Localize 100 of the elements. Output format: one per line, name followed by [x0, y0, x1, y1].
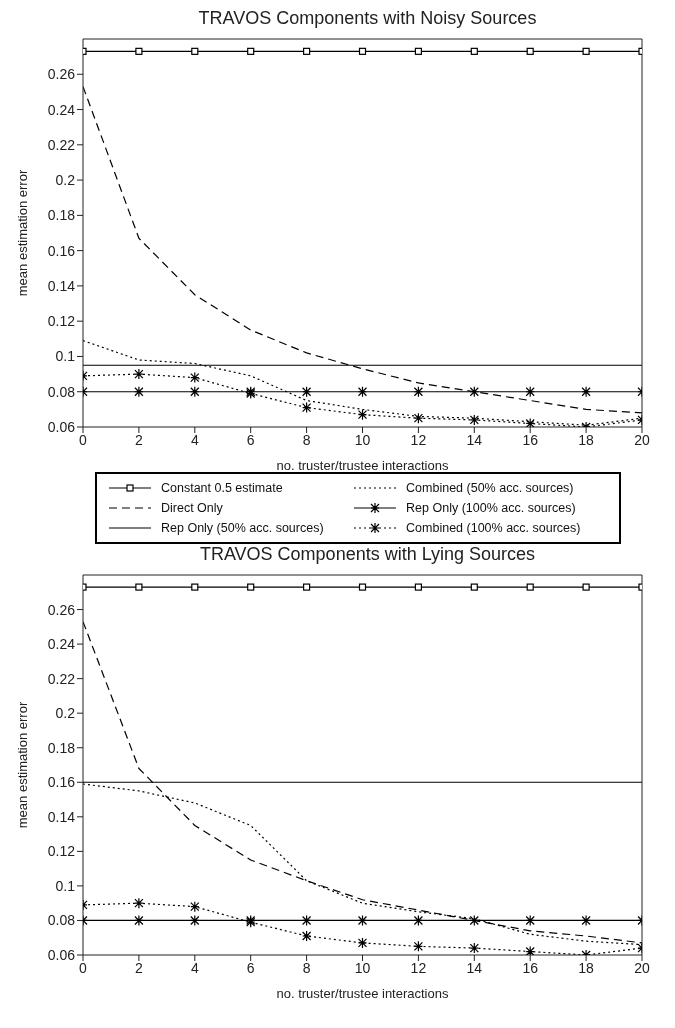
- y-tick-label: 0.08: [47, 383, 76, 400]
- y-tick-label: 0.18: [47, 207, 76, 224]
- y-tick-label: 0.1: [55, 348, 76, 365]
- point: [526, 47, 534, 55]
- point: [525, 914, 535, 927]
- point: [191, 47, 199, 55]
- x-tick-label: 12: [410, 431, 427, 448]
- point: [134, 914, 144, 927]
- y-axis-title: mean estimation error: [14, 701, 30, 829]
- point: [302, 386, 312, 398]
- point: [247, 47, 255, 55]
- y-tick-label: 0.18: [47, 739, 76, 756]
- y-tick-label: 0.2: [55, 172, 76, 189]
- y-tick-label: 0.22: [47, 670, 76, 687]
- legend-label: Rep Only (50% acc. sources): [161, 521, 324, 535]
- x-tick-label: 4: [190, 431, 199, 448]
- x-tick-label: 20: [634, 431, 650, 448]
- point: [190, 386, 200, 398]
- x-tick-label: 18: [578, 959, 595, 976]
- point: [413, 412, 423, 424]
- x-tick-label: 0: [79, 431, 88, 448]
- point: [357, 937, 368, 949]
- y-tick-label: 0.1: [55, 877, 76, 894]
- point: [302, 402, 312, 414]
- y-tick-label: 0.06: [47, 946, 76, 963]
- point: [469, 914, 479, 927]
- point: [190, 901, 200, 913]
- x-tick-label: 18: [578, 431, 595, 448]
- point: [413, 940, 423, 952]
- point: [357, 409, 368, 421]
- point: [469, 942, 479, 954]
- y-tick-label: 0.24: [47, 636, 76, 653]
- x-tick-label: 16: [522, 431, 539, 448]
- point: [526, 583, 534, 591]
- y-tick-label: 0.16: [47, 242, 76, 259]
- point: [358, 47, 367, 55]
- point: [190, 914, 200, 927]
- point: [357, 914, 368, 927]
- legend-label: Combined (50% acc. sources): [406, 481, 574, 495]
- x-tick-label: 12: [410, 959, 427, 976]
- legend-label: Direct Only: [161, 501, 223, 515]
- point: [247, 583, 255, 591]
- point: [303, 583, 311, 591]
- y-axis-title: mean estimation error: [14, 169, 30, 297]
- chart-title: TRAVOS Components with Noisy Sources: [197, 8, 538, 30]
- point: [303, 47, 311, 55]
- y-tick-label: 0.24: [47, 101, 76, 118]
- y-tick-label: 0.22: [47, 136, 76, 153]
- x-tick-label: 2: [135, 959, 143, 976]
- point: [581, 914, 591, 927]
- point: [302, 930, 312, 942]
- point: [470, 47, 478, 55]
- y-tick-label: 0.26: [47, 66, 76, 83]
- point: [525, 417, 535, 427]
- x-tick-label: 8: [302, 431, 311, 448]
- point: [358, 583, 367, 591]
- point: [134, 368, 144, 380]
- legend-label: Rep Only (100% acc. sources): [406, 501, 576, 515]
- point: [582, 583, 590, 591]
- y-tick-label: 0.12: [47, 313, 76, 330]
- point: [190, 372, 200, 384]
- x-tick-label: 14: [466, 431, 483, 448]
- point: [469, 386, 479, 398]
- point: [582, 47, 590, 55]
- point: [135, 583, 143, 591]
- x-axis-title: no. truster/trustee interactions: [276, 986, 449, 1001]
- point: [302, 914, 312, 927]
- y-tick-label: 0.08: [47, 912, 76, 929]
- y-tick-label: 0.14: [47, 808, 76, 825]
- point: [525, 386, 535, 398]
- x-tick-label: 8: [302, 959, 311, 976]
- line-series: [83, 86, 642, 414]
- y-tick-label: 0.26: [47, 601, 76, 618]
- point: [413, 386, 423, 398]
- x-tick-label: 6: [246, 431, 255, 448]
- x-tick-label: 14: [466, 959, 483, 976]
- point: [191, 583, 199, 591]
- y-tick-label: 0.16: [47, 774, 76, 791]
- y-tick-label: 0.06: [47, 418, 76, 435]
- point: [134, 386, 144, 398]
- x-tick-label: 4: [190, 959, 199, 976]
- x-axis-title: no. truster/trustee interactions: [276, 458, 449, 473]
- point: [414, 583, 422, 591]
- x-tick-label: 6: [246, 959, 255, 976]
- point: [413, 914, 423, 927]
- x-tick-label: 2: [135, 431, 143, 448]
- point: [525, 945, 535, 955]
- chart-title: TRAVOS Components with Lying Sources: [198, 544, 537, 566]
- x-tick-label: 20: [634, 959, 650, 976]
- point: [134, 897, 144, 909]
- point: [357, 386, 368, 398]
- x-tick-label: 16: [522, 959, 539, 976]
- point: [414, 47, 422, 55]
- point: [470, 583, 478, 591]
- y-tick-label: 0.14: [47, 277, 76, 294]
- x-tick-label: 10: [354, 431, 371, 448]
- x-tick-label: 10: [354, 959, 371, 976]
- legend-label: Combined (100% acc. sources): [406, 521, 581, 535]
- point: [581, 386, 591, 398]
- point: [469, 414, 479, 426]
